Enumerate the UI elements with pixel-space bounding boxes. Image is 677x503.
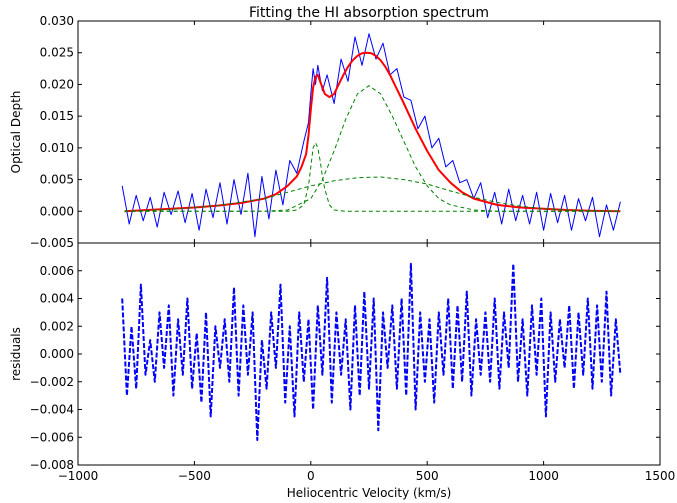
optical-depth-plot-area — [121, 33, 621, 238]
residuals-y-ticks: −0.008 −0.006 −0.004 −0.002 0.000 0.002 0.004 0… — [30, 264, 660, 472]
optical-depth-y-tick-label: 0.015 — [40, 109, 74, 123]
residuals-x-tick-label: 500 — [416, 469, 439, 483]
residuals-y-tick-label: 0.000 — [40, 347, 74, 361]
residuals-y-tick-label: −0.002 — [30, 375, 74, 389]
residuals-plot-area — [121, 262, 622, 441]
residuals-x-ticks: −1000 −500 0 500 1000 1500 — [58, 243, 676, 483]
residuals-y-tick-label: −0.008 — [30, 458, 74, 472]
optical-depth-y-tick-label: 0.005 — [40, 173, 74, 187]
optical-depth-series-2 — [124, 51, 621, 213]
optical-depth-series-3 — [124, 142, 621, 212]
residuals-y-tick-label: 0.002 — [40, 319, 74, 333]
residuals-y-tick-label: 0.004 — [40, 292, 74, 306]
residuals-x-tick-label: 1500 — [645, 469, 676, 483]
residuals-y-tick-label: −0.004 — [30, 403, 74, 417]
x-axis-label: Heliocentric Velocity (km/s) — [287, 486, 452, 500]
residuals-panel: −0.008 −0.006 −0.004 −0.002 0.000 0.002 0.004 0… — [9, 242, 676, 500]
optical-depth-series-4 — [124, 85, 621, 212]
residuals-x-tick-label: −500 — [178, 469, 211, 483]
optical-depth-y-ticks: −0.005 0.000 0.005 0.010 0.015 0.020 0.025 0.03… — [30, 14, 660, 250]
optical-depth-series-5 — [124, 176, 621, 212]
residuals-y-axis-label: residuals — [9, 327, 23, 381]
residuals-y-tick-label: 0.006 — [40, 264, 74, 278]
optical-depth-y-tick-label: 0.030 — [40, 14, 74, 28]
optical-depth-y-tick-label: 0.000 — [40, 204, 74, 218]
optical-depth-series-1 — [121, 33, 621, 238]
residuals-x-tick-label: 0 — [307, 469, 315, 483]
optical-depth-x-ticks — [77, 21, 661, 243]
optical-depth-y-axis-label: Optical Depth — [9, 91, 23, 174]
optical-depth-y-tick-label: 0.025 — [40, 46, 74, 60]
residuals-series-1 — [121, 262, 622, 441]
residuals-x-tick-label: −1000 — [58, 469, 99, 483]
residuals-x-tick-label: 1000 — [528, 469, 559, 483]
optical-depth-y-tick-label: 0.020 — [40, 77, 74, 91]
optical-depth-y-tick-label: −0.005 — [30, 236, 74, 250]
optical-depth-y-tick-label: 0.010 — [40, 141, 74, 155]
chart-title: Fitting the HI absorption spectrum — [249, 5, 489, 21]
optical-depth-panel: −0.005 0.000 0.005 0.010 0.015 0.020 0.025 0.03… — [9, 5, 661, 250]
residuals-y-tick-label: −0.006 — [30, 430, 74, 444]
